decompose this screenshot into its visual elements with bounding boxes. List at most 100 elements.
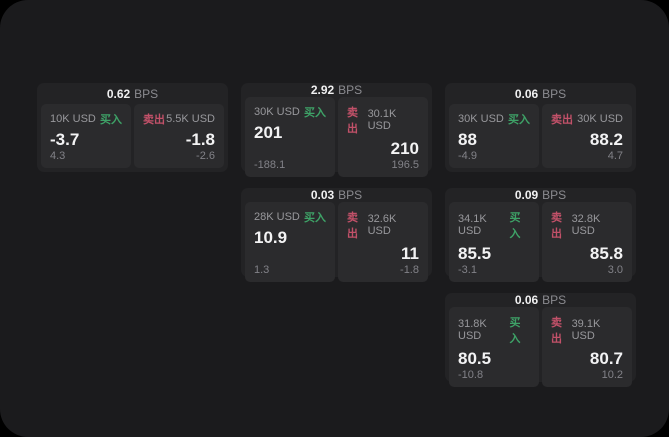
buy-panel[interactable]: 30K USD 买入 88 -4.9: [449, 104, 539, 168]
buy-side-label: 买入: [304, 107, 326, 119]
buy-panel[interactable]: 28K USD 买入 10.9 1.3: [245, 202, 335, 282]
buy-delta: 1.3: [254, 263, 270, 276]
quote-card: 0.09 BPS 34.1K USD 买入 85.5 -3.1 卖出 32.8K…: [445, 188, 636, 282]
buy-price: 10.9: [254, 228, 288, 247]
sell-panel[interactable]: 卖出 32.6K USD 11 -1.8: [338, 202, 428, 282]
buy-side-label: 买入: [509, 317, 521, 345]
sell-panel[interactable]: 卖出 5.5K USD -1.8 -2.6: [134, 104, 224, 168]
buy-size-label: 10K USD: [50, 113, 96, 125]
buy-panel-header: 30K USD 买入: [458, 111, 530, 127]
buy-side-label: 买入: [509, 212, 521, 240]
spread-bps-value: 0.09: [514, 188, 539, 202]
spread-bps-value: 0.06: [514, 86, 539, 101]
sell-panel-header: 卖出 32.6K USD: [347, 209, 419, 241]
buy-sell-panels: 28K USD 买入 10.9 1.3 卖出 32.6K USD 11 -1.8: [245, 202, 428, 282]
bps-unit-label: BPS: [338, 83, 363, 97]
buy-delta: 4.3: [50, 150, 66, 162]
sell-panel-header: 卖出 30K USD: [551, 111, 623, 127]
sell-panel[interactable]: 卖出 39.1K USD 80.7 10.2: [542, 307, 632, 387]
sell-price: -1.8: [185, 130, 215, 149]
buy-delta: -188.1: [254, 158, 286, 171]
card-header: 0.06 BPS: [449, 83, 632, 104]
buy-sell-panels: 31.8K USD 买入 80.5 -10.8 卖出 39.1K USD 80.…: [449, 307, 632, 387]
sell-size-label: 39.1K USD: [571, 318, 601, 342]
buy-side-label: 买入: [304, 212, 326, 224]
buy-price: 88: [458, 130, 477, 149]
sell-side-label: 卖出: [347, 107, 358, 135]
sell-size-label: 5.5K USD: [166, 113, 215, 125]
bps-unit-label: BPS: [134, 86, 159, 101]
buy-size-label: 30K USD: [458, 113, 504, 125]
sell-delta: 3.0: [607, 263, 623, 276]
buy-size-label: 28K USD: [254, 211, 300, 223]
buy-price: 201: [254, 123, 283, 142]
bps-unit-label: BPS: [338, 188, 363, 202]
sell-delta: -2.6: [196, 150, 215, 162]
quote-cards-grid: 0.62 BPS 10K USD 买入 -3.7 4.3 卖出 5.5K USD: [37, 83, 636, 387]
spread-bps-value: 2.92: [310, 83, 335, 97]
buy-sell-panels: 10K USD 买入 -3.7 4.3 卖出 5.5K USD -1.8 -2.…: [41, 104, 224, 168]
sell-panel[interactable]: 卖出 30K USD 88.2 4.7: [542, 104, 632, 168]
spread-bps-value: 0.03: [310, 188, 335, 202]
sell-size-label: 30K USD: [577, 113, 623, 125]
buy-panel[interactable]: 30K USD 买入 201 -188.1: [245, 97, 335, 177]
sell-price: 210: [390, 139, 419, 158]
card-header: 0.09 BPS: [449, 188, 632, 202]
buy-panel[interactable]: 10K USD 买入 -3.7 4.3: [41, 104, 131, 168]
sell-price: 88.2: [589, 130, 623, 149]
buy-price: 85.5: [458, 244, 492, 263]
buy-delta: -10.8: [458, 368, 484, 381]
buy-side-label: 买入: [508, 114, 530, 126]
buy-price: 80.5: [458, 349, 492, 368]
card-header: 0.62 BPS: [41, 83, 224, 104]
quote-card: 0.03 BPS 28K USD 买入 10.9 1.3 卖出 32.6K US…: [241, 188, 432, 282]
buy-panel[interactable]: 31.8K USD 买入 80.5 -10.8: [449, 307, 539, 387]
spread-bps-value: 0.62: [106, 86, 131, 101]
sell-side-label: 卖出: [551, 317, 562, 345]
bps-unit-label: BPS: [542, 86, 567, 101]
sell-panel[interactable]: 卖出 32.8K USD 85.8 3.0: [542, 202, 632, 282]
sell-panel-header: 卖出 30.1K USD: [347, 104, 419, 136]
sell-panel[interactable]: 卖出 30.1K USD 210 196.5: [338, 97, 428, 177]
buy-size-label: 34.1K USD: [458, 213, 487, 237]
buy-panel-header: 28K USD 买入: [254, 209, 326, 225]
buy-panel-header: 34.1K USD 买入: [458, 209, 530, 241]
sell-delta: 4.7: [607, 150, 623, 162]
buy-side-label: 买入: [100, 114, 122, 126]
quote-card: 2.92 BPS 30K USD 买入 201 -188.1 卖出 30.1K …: [241, 83, 432, 177]
buy-sell-panels: 34.1K USD 买入 85.5 -3.1 卖出 32.8K USD 85.8…: [449, 202, 632, 282]
sell-delta: -1.8: [400, 263, 419, 276]
sell-side-label: 卖出: [551, 212, 562, 240]
quote-card: 0.06 BPS 31.8K USD 买入 80.5 -10.8 卖出 39.1…: [445, 293, 636, 387]
buy-delta: -3.1: [458, 263, 477, 276]
buy-panel-header: 10K USD 买入: [50, 111, 122, 127]
buy-size-label: 31.8K USD: [458, 318, 487, 342]
spread-bps-value: 0.06: [514, 293, 539, 307]
buy-panel-header: 30K USD 买入: [254, 104, 326, 120]
sell-panel-header: 卖出 39.1K USD: [551, 314, 623, 346]
sell-delta: 10.2: [601, 368, 623, 381]
sell-size-label: 32.8K USD: [571, 213, 601, 237]
bps-unit-label: BPS: [542, 188, 567, 202]
quote-card: 0.06 BPS 30K USD 买入 88 -4.9 卖出 30K USD: [445, 83, 636, 172]
quote-card: 0.62 BPS 10K USD 买入 -3.7 4.3 卖出 5.5K USD: [37, 83, 228, 172]
buy-panel-header: 31.8K USD 买入: [458, 314, 530, 346]
sell-panel-header: 卖出 5.5K USD: [143, 111, 215, 127]
sell-size-label: 32.6K USD: [367, 213, 397, 237]
card-header: 2.92 BPS: [245, 83, 428, 97]
sell-price: 85.8: [589, 244, 623, 263]
buy-panel[interactable]: 34.1K USD 买入 85.5 -3.1: [449, 202, 539, 282]
buy-sell-panels: 30K USD 买入 201 -188.1 卖出 30.1K USD 210 1…: [245, 97, 428, 177]
sell-side-label: 卖出: [143, 114, 165, 126]
sell-price: 80.7: [589, 349, 623, 368]
sell-panel-header: 卖出 32.8K USD: [551, 209, 623, 241]
card-header: 0.06 BPS: [449, 293, 632, 307]
sell-delta: 196.5: [391, 158, 419, 171]
buy-price: -3.7: [50, 130, 80, 149]
sell-size-label: 30.1K USD: [367, 108, 397, 132]
sell-side-label: 卖出: [551, 114, 573, 126]
buy-sell-panels: 30K USD 买入 88 -4.9 卖出 30K USD 88.2 4.7: [449, 104, 632, 168]
buy-delta: -4.9: [458, 150, 477, 162]
bps-unit-label: BPS: [542, 293, 567, 307]
